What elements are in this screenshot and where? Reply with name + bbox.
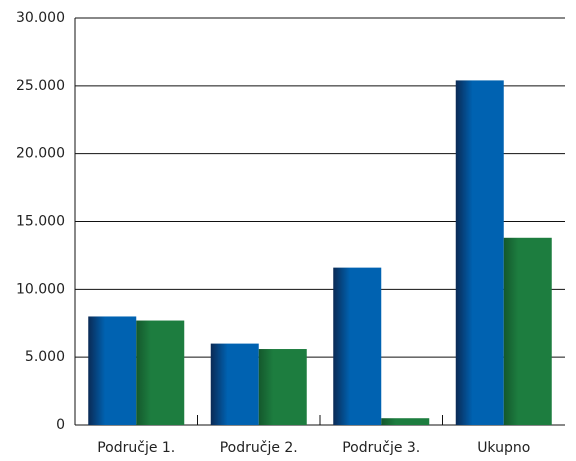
- x-tick-label: Ukupno: [477, 440, 530, 456]
- bar: [258, 349, 307, 425]
- y-tick-label: 5.000: [25, 349, 65, 365]
- bar: [210, 343, 259, 425]
- y-tick-label: 0: [56, 417, 65, 433]
- y-tick-label: 10.000: [16, 281, 65, 297]
- bar: [455, 80, 504, 425]
- y-tick-label: 30.000: [16, 10, 65, 26]
- x-tick-label: Područje 1.: [97, 440, 175, 456]
- y-tick-label: 15.000: [16, 214, 65, 230]
- bar: [381, 418, 430, 425]
- bar: [88, 316, 137, 425]
- x-tick-label: Područje 2.: [220, 440, 298, 456]
- y-tick-label: 20.000: [16, 146, 65, 162]
- bar: [136, 320, 185, 425]
- y-tick-label: 25.000: [16, 78, 65, 94]
- x-tick-label: Područje 3.: [342, 440, 420, 456]
- bar: [333, 267, 382, 425]
- bar: [503, 237, 552, 425]
